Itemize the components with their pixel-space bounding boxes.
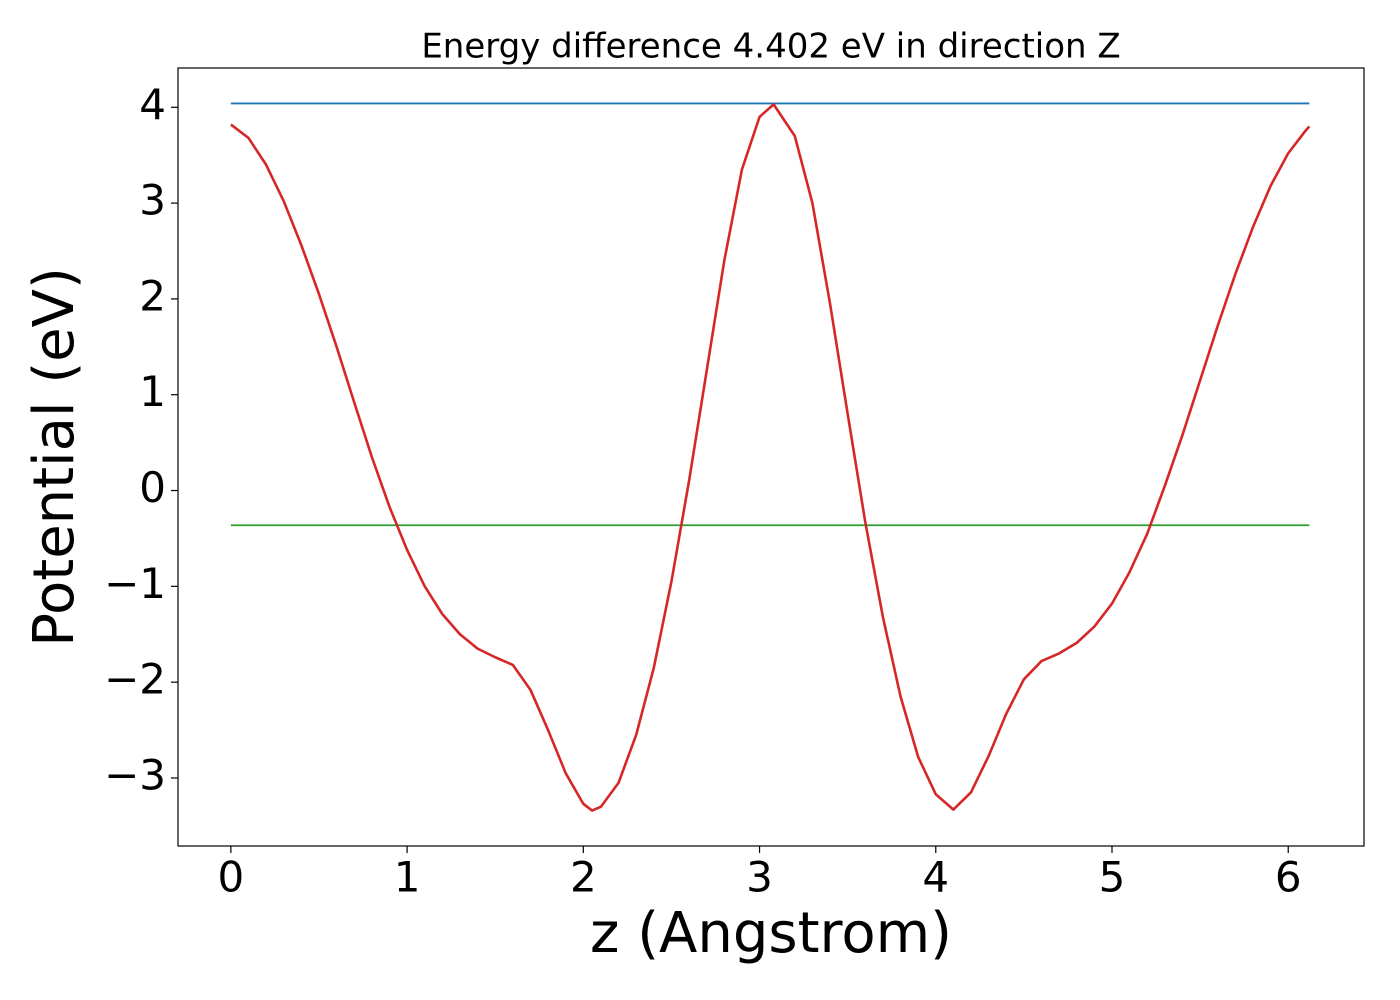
x-tick-label: 4	[922, 853, 949, 902]
y-tick-label: −1	[104, 559, 166, 608]
y-tick-label: 1	[139, 367, 166, 416]
x-tick-label: 2	[570, 853, 597, 902]
x-tick-label: 6	[1275, 853, 1302, 902]
y-tick-label: 0	[139, 463, 166, 512]
y-tick-label: −3	[104, 750, 166, 799]
chart-title: Energy difference 4.402 eV in direction …	[421, 27, 1120, 67]
y-tick-label: 4	[139, 80, 166, 129]
data-line	[230, 103, 1311, 812]
y-tick-label: 3	[139, 176, 166, 225]
x-tick-label: 0	[218, 853, 245, 902]
x-tick-label: 3	[746, 853, 773, 902]
y-axis-label: Potential (eV)	[22, 267, 87, 647]
x-tick-label: 1	[394, 853, 421, 902]
y-tick-label: −2	[104, 655, 166, 704]
x-tick-label: 5	[1099, 853, 1126, 902]
y-tick-label: 2	[139, 271, 166, 320]
plot-frame	[177, 67, 1365, 847]
x-axis-label: z (Angstrom)	[590, 901, 952, 966]
